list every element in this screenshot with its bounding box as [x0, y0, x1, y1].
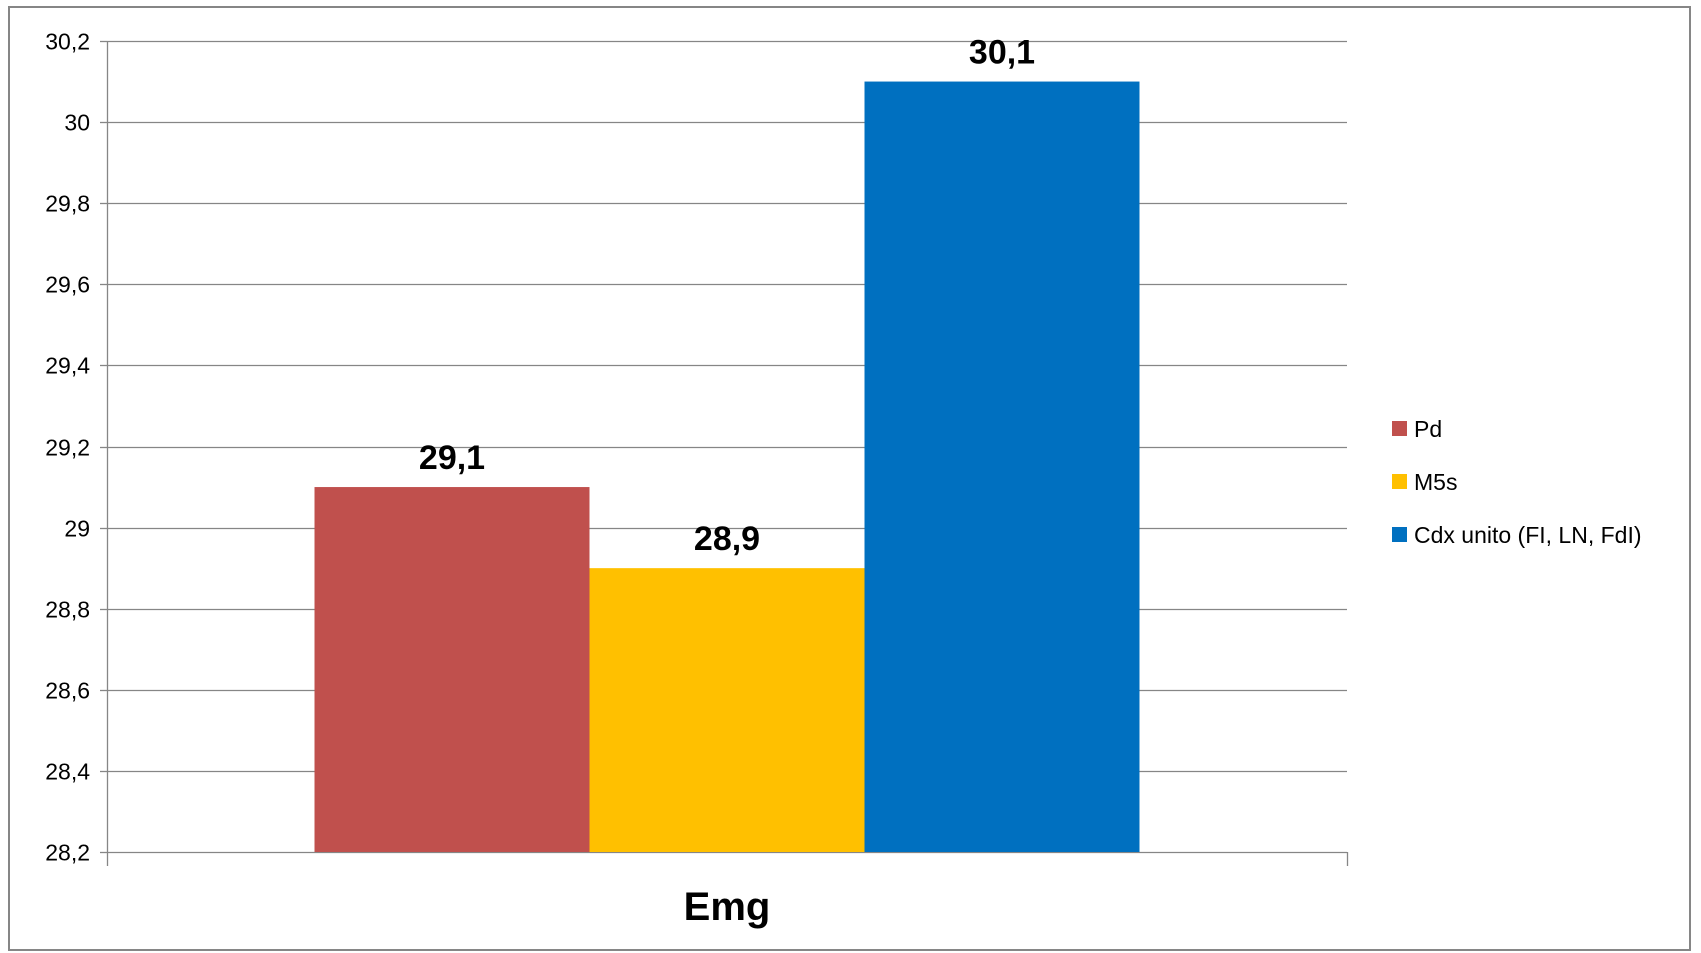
legend-swatch — [1392, 421, 1407, 436]
legend-swatch — [1392, 527, 1407, 542]
y-tick-label: 28,6 — [45, 678, 90, 704]
y-tick-label: 28,4 — [45, 759, 90, 785]
y-tick-label: 29,8 — [45, 191, 90, 217]
data-label: 28,9 — [694, 520, 760, 558]
y-tick-label: 30 — [64, 110, 90, 136]
bar-cdx-unito-fi-ln-fdi — [864, 81, 1140, 853]
legend-label: M5s — [1414, 469, 1457, 495]
data-label: 30,1 — [969, 34, 1035, 72]
legend-swatch — [1392, 474, 1407, 489]
y-axis-tick-labels: 28,2 28,4 28,6 28,8 29 29,2 29,4 29,6 29,8 30 30,2 — [45, 29, 90, 866]
legend-label: Pd — [1414, 416, 1442, 442]
y-tick-label: 29,2 — [45, 435, 90, 461]
y-tick-label: 29,4 — [45, 353, 90, 379]
y-tick-label: 29,6 — [45, 272, 90, 298]
y-tick-label: 28,8 — [45, 597, 90, 623]
bar-chart: 28,2 28,4 28,6 28,8 29 29,2 29,4 29,6 29,8 30 30,2… — [45, 29, 1642, 930]
y-tick-label: 30,2 — [45, 29, 90, 55]
data-labels: 29,1 28,9 30,1 — [419, 34, 1035, 559]
legend-label: Cdx unito (FI, LN, FdI) — [1414, 522, 1642, 548]
axes — [100, 40, 1349, 866]
gridlines — [107, 40, 1347, 773]
bar-pd — [314, 487, 590, 852]
data-label: 29,1 — [419, 439, 485, 477]
y-tick-label: 29 — [64, 516, 90, 542]
bar-m5s — [589, 568, 865, 852]
y-tick-label: 28,2 — [45, 840, 90, 866]
chart-frame: 28,2 28,4 28,6 28,8 29 29,2 29,4 29,6 29,8 30 30,2… — [8, 6, 1691, 951]
x-category-label: Emg — [684, 885, 771, 929]
bars — [314, 81, 1140, 853]
category-labels: Emg — [684, 885, 771, 929]
legend: Pd M5s Cdx unito (FI, LN, FdI) — [1392, 416, 1642, 548]
